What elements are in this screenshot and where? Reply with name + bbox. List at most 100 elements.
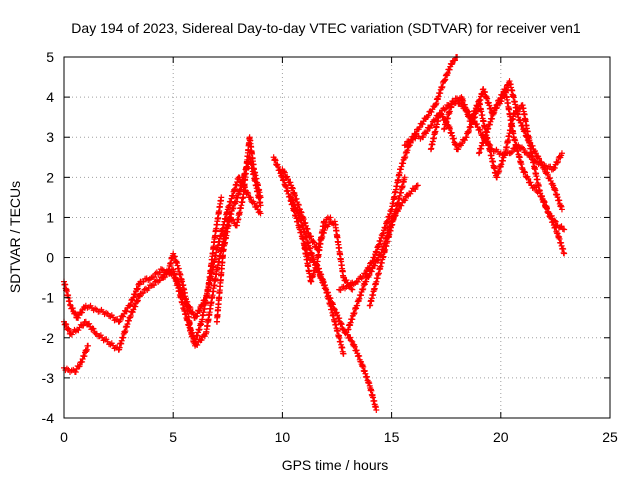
data-point [132, 291, 139, 298]
data-point [129, 309, 136, 316]
data-point [416, 124, 423, 131]
data-point [251, 200, 258, 207]
data-point [525, 175, 532, 182]
data-point [472, 108, 479, 115]
data-point [349, 286, 356, 293]
data-point [347, 334, 354, 341]
data-point [496, 97, 503, 104]
data-point [494, 101, 501, 108]
data-point [127, 312, 134, 319]
data-point [363, 278, 370, 285]
data-point [76, 363, 83, 370]
data-points [61, 54, 568, 413]
data-point [538, 158, 545, 165]
data-point [477, 127, 484, 134]
data-point [366, 264, 373, 271]
data-point [311, 239, 318, 246]
data-point [561, 250, 568, 257]
data-point [245, 190, 252, 197]
data-point [132, 303, 139, 310]
data-point [155, 270, 162, 277]
data-point [455, 146, 462, 153]
data-point [535, 155, 542, 162]
data-point [428, 122, 435, 129]
data-point [111, 317, 118, 324]
data-point [284, 176, 291, 183]
y-tick-label: 3 [46, 129, 54, 145]
data-point [548, 212, 555, 219]
data-point [194, 341, 201, 348]
data-point [123, 308, 130, 315]
data-point [307, 233, 314, 240]
data-point [547, 174, 554, 181]
data-point [439, 113, 446, 120]
data-point [521, 168, 528, 175]
data-point [138, 290, 145, 297]
data-point [253, 203, 260, 210]
data-point [290, 197, 297, 204]
data-point [343, 277, 350, 284]
y-tick-label: 4 [46, 89, 54, 105]
data-point [551, 217, 558, 224]
data-point [554, 158, 561, 165]
y-axis-label: SDTVAR / TECUs [7, 181, 23, 293]
x-tick-label: 20 [493, 429, 509, 445]
data-point [160, 274, 167, 281]
data-point [497, 95, 504, 102]
data-point [451, 98, 458, 105]
data-point [85, 342, 92, 349]
data-point [373, 406, 380, 413]
data-point [451, 57, 458, 64]
y-tick-label: -4 [42, 410, 55, 426]
data-point [120, 313, 127, 320]
data-point [316, 269, 323, 276]
y-tick-label: 0 [46, 250, 54, 266]
data-point [257, 210, 264, 217]
data-point [359, 273, 366, 280]
y-tick-label: 5 [46, 49, 54, 65]
data-point [446, 66, 453, 73]
data-point [371, 262, 378, 269]
data-point [247, 194, 254, 201]
data-point [107, 341, 114, 348]
data-point [198, 337, 205, 344]
data-point [336, 315, 343, 322]
data-point [257, 194, 264, 201]
data-point [90, 325, 97, 332]
data-point [292, 204, 299, 211]
data-point [402, 142, 409, 149]
y-tick-label: -1 [42, 290, 55, 306]
data-point [272, 157, 279, 164]
data-point [425, 112, 432, 119]
data-point [117, 317, 124, 324]
data-point [538, 193, 545, 200]
data-point [448, 61, 455, 68]
data-point [402, 197, 409, 204]
data-point [346, 283, 353, 290]
data-point [134, 285, 141, 292]
data-point [354, 278, 361, 285]
data-point [449, 60, 456, 67]
data-point [275, 163, 282, 170]
data-point [86, 320, 93, 327]
data-point [78, 309, 85, 316]
data-point [442, 105, 449, 112]
data-point [441, 77, 448, 84]
data-point [271, 156, 278, 163]
data-point [522, 169, 529, 176]
data-point [351, 343, 358, 350]
y-tick-label: 2 [46, 169, 54, 185]
data-point [467, 118, 474, 125]
chart-title: Day 194 of 2023, Sidereal Day-to-day VTE… [71, 20, 581, 36]
data-point [554, 159, 561, 166]
x-tick-label: 5 [169, 429, 177, 445]
data-point [69, 305, 76, 312]
data-point [72, 369, 79, 376]
data-point [551, 164, 558, 171]
data-point [68, 331, 75, 338]
data-point [464, 128, 471, 135]
data-point [111, 345, 118, 352]
y-tick-label: -2 [42, 330, 55, 346]
data-point [527, 179, 534, 186]
